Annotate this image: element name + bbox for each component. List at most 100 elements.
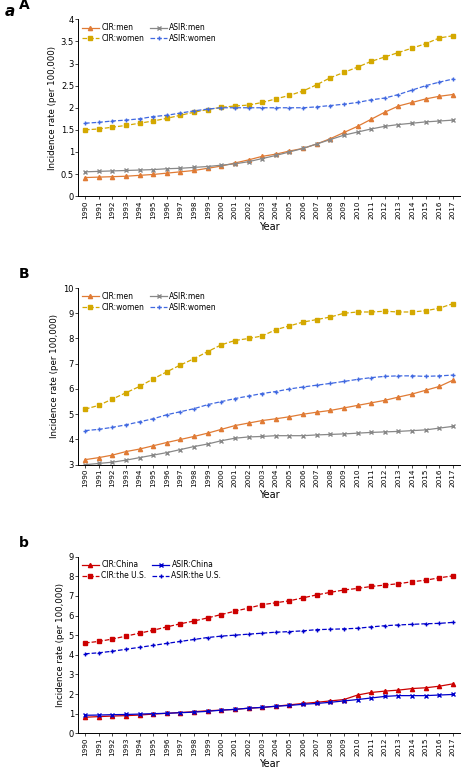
CIR:China <box>246 704 251 713</box>
CIR:women <box>123 388 129 397</box>
ASIR:men <box>287 431 292 440</box>
ASIR:men <box>328 135 333 144</box>
ASIR:China <box>368 693 374 702</box>
CIR:women <box>205 347 210 356</box>
Text: a: a <box>5 4 15 19</box>
CIR:the U.S. <box>205 613 210 622</box>
CIR:men <box>423 386 428 395</box>
CIR:men <box>109 450 115 459</box>
ASIR:the U.S. <box>300 626 306 636</box>
CIR:men <box>150 441 156 450</box>
ASIR:men <box>150 450 156 459</box>
ASIR:women <box>219 397 224 407</box>
ASIR:men <box>355 428 360 438</box>
ASIR:China <box>287 701 292 710</box>
ASIR:men <box>232 434 238 443</box>
ASIR:the U.S. <box>219 632 224 641</box>
Line: ASIR:the U.S.: ASIR:the U.S. <box>82 620 456 656</box>
ASIR:the U.S. <box>137 643 142 652</box>
CIR:China <box>123 711 129 720</box>
ASIR:China <box>109 710 115 719</box>
ASIR:men <box>382 428 388 437</box>
ASIR:the U.S. <box>123 645 129 654</box>
Line: ASIR:China: ASIR:China <box>83 692 455 717</box>
ASIR:men <box>137 165 142 175</box>
CIR:men <box>205 428 210 438</box>
ASIR:women <box>409 85 415 95</box>
ASIR:men <box>314 430 319 439</box>
CIR:women <box>150 374 156 383</box>
CIR:men <box>232 421 238 430</box>
ASIR:men <box>109 458 115 467</box>
ASIR:women <box>396 90 401 99</box>
CIR:men <box>246 155 251 165</box>
CIR:the U.S. <box>123 632 129 641</box>
CIR:women <box>300 317 306 327</box>
Y-axis label: Incidence rate (per 100,000): Incidence rate (per 100,000) <box>55 583 64 707</box>
CIR:the U.S. <box>191 616 197 625</box>
ASIR:the U.S. <box>328 625 333 634</box>
ASIR:women <box>300 383 306 392</box>
ASIR:women <box>219 103 224 113</box>
CIR:China <box>164 708 170 718</box>
CIR:women <box>259 98 265 107</box>
ASIR:men <box>96 459 101 468</box>
ASIR:men <box>191 442 197 451</box>
ASIR:women <box>150 414 156 424</box>
ASIR:women <box>450 74 456 84</box>
CIR:men <box>300 410 306 419</box>
ASIR:women <box>273 387 279 397</box>
CIR:women <box>409 307 415 317</box>
ASIR:China <box>423 691 428 700</box>
ASIR:men <box>341 429 347 438</box>
ASIR:women <box>328 101 333 110</box>
CIR:men <box>437 382 442 391</box>
CIR:China <box>232 705 238 714</box>
ASIR:the U.S. <box>273 628 279 637</box>
ASIR:men <box>396 120 401 129</box>
CIR:the U.S. <box>341 585 347 594</box>
ASIR:men <box>246 157 251 166</box>
Text: b: b <box>19 535 29 549</box>
ASIR:men <box>82 460 88 469</box>
ASIR:women <box>314 102 319 112</box>
ASIR:women <box>205 105 210 114</box>
CIR:men <box>328 406 333 415</box>
ASIR:men <box>137 453 142 462</box>
ASIR:the U.S. <box>246 629 251 639</box>
CIR:China <box>109 712 115 721</box>
ASIR:men <box>341 130 347 140</box>
CIR:men <box>328 134 333 144</box>
CIR:women <box>137 382 142 391</box>
CIR:the U.S. <box>219 610 224 619</box>
CIR:women <box>314 315 319 324</box>
ASIR:women <box>314 380 319 390</box>
CIR:women <box>396 48 401 57</box>
ASIR:the U.S. <box>396 620 401 629</box>
ASIR:women <box>205 400 210 409</box>
CIR:women <box>259 331 265 341</box>
CIR:men <box>382 108 388 117</box>
CIR:women <box>246 334 251 343</box>
CIR:women <box>232 336 238 345</box>
ASIR:women <box>191 404 197 414</box>
CIR:women <box>328 313 333 322</box>
ASIR:women <box>232 103 238 113</box>
ASIR:men <box>273 431 279 440</box>
ASIR:China <box>205 707 210 716</box>
ASIR:women <box>96 424 101 434</box>
CIR:the U.S. <box>273 598 279 608</box>
ASIR:China <box>396 691 401 700</box>
CIR:women <box>137 119 142 128</box>
CIR:China <box>82 712 88 722</box>
ASIR:women <box>368 373 374 383</box>
CIR:China <box>219 705 224 715</box>
CIR:men <box>382 396 388 405</box>
CIR:women <box>287 321 292 331</box>
ASIR:China <box>150 709 156 719</box>
ASIR:the U.S. <box>259 629 265 638</box>
CIR:China <box>328 696 333 705</box>
ASIR:China <box>300 700 306 709</box>
CIR:men <box>191 431 197 441</box>
ASIR:China <box>314 699 319 708</box>
